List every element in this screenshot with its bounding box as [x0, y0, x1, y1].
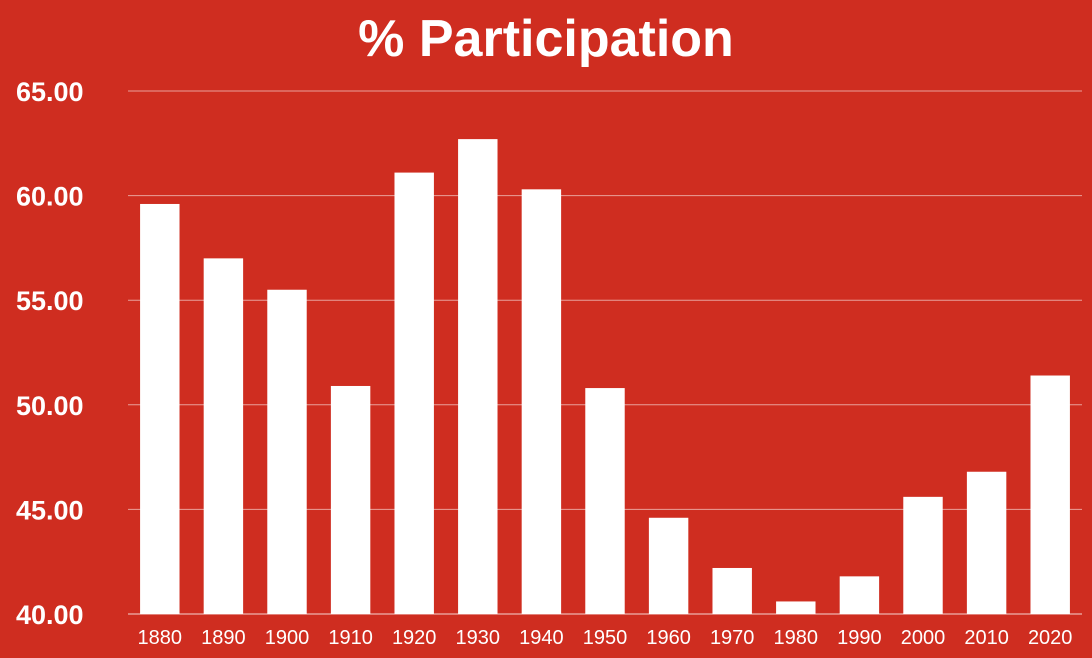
y-tick-label: 40.00 — [16, 600, 84, 630]
x-tick-label: 2020 — [1028, 627, 1073, 649]
bar-2020 — [1030, 375, 1070, 614]
bar-1900 — [267, 289, 307, 614]
y-tick-label: 45.00 — [16, 495, 84, 525]
x-tick-label: 1880 — [138, 627, 183, 649]
x-tick-label: 1970 — [710, 627, 755, 649]
x-tick-label: 1980 — [774, 627, 819, 649]
bar-1880 — [140, 203, 180, 614]
bar-2000 — [903, 496, 943, 614]
bar-1980 — [776, 601, 816, 614]
y-tick-label: 50.00 — [16, 391, 84, 421]
y-axis-tick-labels: 40.00 45.00 50.00 55.00 60.00 65.00 — [16, 77, 84, 630]
x-tick-label: 2010 — [964, 627, 1009, 649]
bar-1970 — [712, 567, 752, 614]
bar-1940 — [521, 189, 562, 614]
y-tick-label: 60.00 — [16, 182, 84, 212]
x-tick-label: 1910 — [328, 627, 373, 649]
x-tick-label: 1890 — [201, 627, 246, 649]
x-tick-label: 1960 — [646, 627, 691, 649]
x-tick-label: 1930 — [456, 627, 501, 649]
y-tick-label: 55.00 — [16, 286, 84, 316]
bar-1990 — [839, 576, 880, 614]
bar-1930 — [458, 139, 498, 614]
y-tick-label: 65.00 — [16, 77, 84, 107]
bar-2010 — [966, 471, 1007, 614]
x-tick-label: 1940 — [519, 627, 564, 649]
chart-title: % Participation — [358, 10, 734, 68]
bar-1920 — [394, 172, 434, 614]
x-tick-label: 1920 — [392, 627, 437, 649]
bars — [140, 139, 1070, 614]
x-tick-label: 1950 — [583, 627, 628, 649]
bar-1910 — [330, 385, 371, 614]
x-tick-label: 2000 — [901, 627, 946, 649]
bar-1890 — [203, 258, 244, 614]
x-tick-label: 1990 — [837, 627, 882, 649]
bar-1950 — [585, 388, 625, 614]
x-axis-tick-labels: 1880 1890 1900 1910 1920 1930 1940 1950 1960 1970… — [138, 627, 1073, 649]
x-tick-label: 1900 — [265, 627, 310, 649]
bar-1960 — [648, 517, 689, 614]
